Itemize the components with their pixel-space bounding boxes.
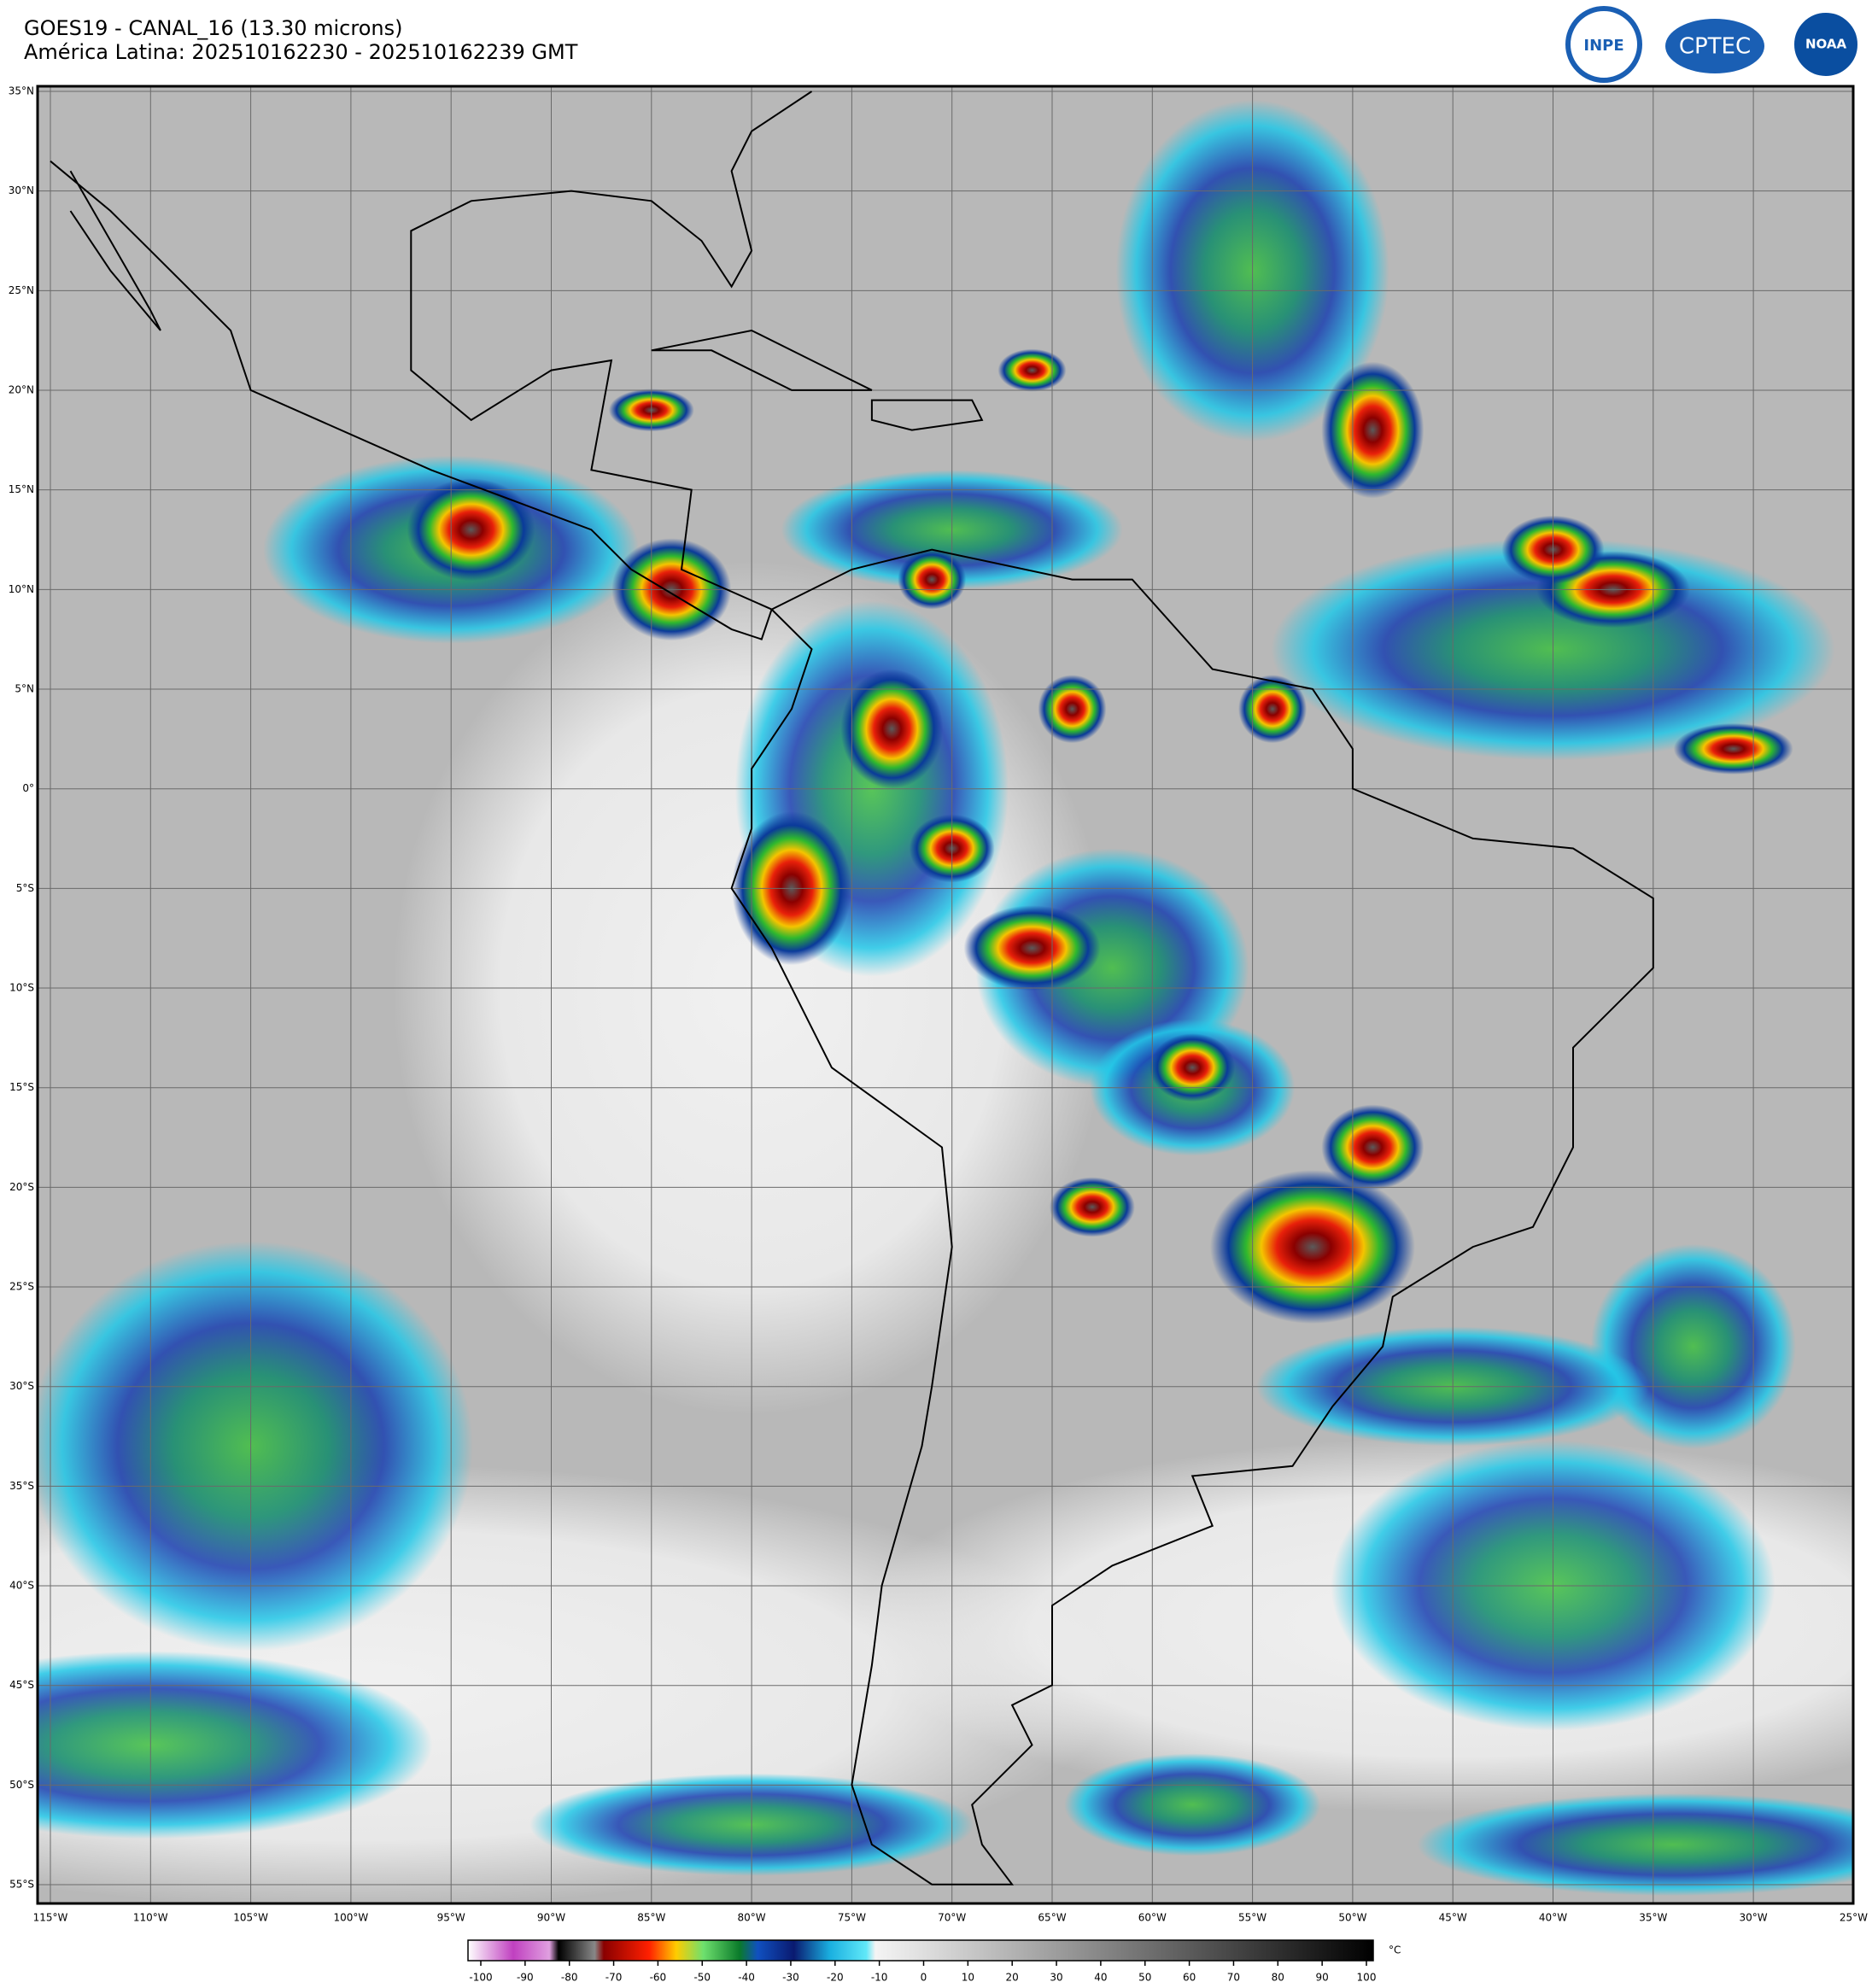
longitude-label: 105°W [233,1912,268,1924]
latitude-label: 5°N [15,683,34,695]
colorbar-tick-label: -10 [871,1972,888,1984]
colorbar-tick-label: 60 [1183,1972,1196,1984]
satellite-map [38,86,1853,1903]
latitude-label: 50°S [9,1779,34,1791]
colorbar: °C -100 -90 -80 -70 -60 -50 -40 -30 -20 -10 0 10 20 3… [467,1939,1401,1984]
colorbar-unit: °C [1389,1944,1401,1956]
longitude-label: 25°W [1840,1912,1868,1924]
colorbar-tick-label: 30 [1050,1972,1062,1984]
colorbar-tick-label: -90 [517,1972,534,1984]
baja-coast [69,170,161,331]
colorbar-tick-label: 80 [1272,1972,1284,1984]
convective-storm [1209,1170,1415,1324]
longitude-label: 75°W [838,1912,866,1924]
latitude-label: 10°S [9,982,34,994]
longitude-label: 100°W [334,1912,369,1924]
convective-storm [1321,1104,1424,1190]
latitude-label: 30°S [9,1380,34,1392]
latitude-label: 20°S [9,1181,34,1193]
noaa-text: NOAA [1805,37,1847,52]
cloud-system [1417,1793,1853,1897]
cptec-logo [1665,19,1764,73]
colorbar-tick-label: -60 [650,1972,667,1984]
map-frame [36,85,1855,1905]
convective-storm [1673,722,1793,775]
longitude-label: 70°W [938,1912,966,1924]
colorbar-tick-label: -100 [469,1972,492,1984]
cloud-system [1590,1243,1796,1449]
inpe-logo [1565,6,1642,83]
colorbar-tick-label: 90 [1316,1972,1329,1984]
latitude-label: 25°N [9,284,34,296]
longitude-label: 45°W [1439,1912,1467,1924]
colorbar-tick-label: -20 [827,1972,844,1984]
convective-storm [407,478,535,582]
longitude-label: 55°W [1238,1912,1267,1924]
longitude-label: 115°W [33,1912,68,1924]
colorbar-tick-label: 100 [1357,1972,1377,1984]
colorbar-tick-label: -30 [782,1972,799,1984]
colorbar-tick-label: 40 [1094,1972,1107,1984]
colorbar-tick-label: 70 [1227,1972,1240,1984]
south-america-coast [730,548,1654,1886]
longitude-label: 110°W [133,1912,168,1924]
colorbar-tick-label: -40 [738,1972,755,1984]
latitude-label: 10°N [9,583,34,595]
cloud-system [38,1651,433,1839]
noaa-logo [1789,8,1863,81]
colorbar-scale [467,1939,1374,1962]
hispaniola-coast [870,399,984,431]
colorbar-tick-label: 0 [921,1972,927,1984]
colorbar-tick-label: -50 [693,1972,711,1984]
cuba-coast [651,329,873,391]
convective-storm [1049,1177,1135,1237]
convective-storm [997,348,1067,392]
colorbar-tick-label: 50 [1138,1972,1151,1984]
longitude-label: 85°W [637,1912,665,1924]
latitude-label: 30°N [9,184,34,196]
latitude-label: 0° [22,782,34,794]
longitude-label: 90°W [537,1912,565,1924]
latitude-label: 15°N [9,483,34,495]
longitude-label: 65°W [1038,1912,1066,1924]
convective-storm [898,549,967,610]
title-line2: América Latina: 202510162230 - 202510162… [24,40,578,64]
longitude-label: 60°W [1138,1912,1167,1924]
longitude-label: 50°W [1338,1912,1366,1924]
title-line1: GOES19 - CANAL_16 (13.30 microns) [24,16,402,40]
colorbar-tick-label: -80 [561,1972,578,1984]
latitude-label: 35°S [9,1480,34,1492]
longitude-label: 35°W [1639,1912,1667,1924]
longitude-label: 40°W [1539,1912,1567,1924]
latitude-label: 15°S [9,1081,34,1093]
axis-labels: 35°N 30°N 25°N 20°N 15°N 10°N 5°N 0° 5°S 10°S 15°S… [9,85,1868,1924]
convective-storm [963,905,1101,991]
latitude-label: 55°S [9,1879,34,1891]
inpe-text: INPE [1583,37,1623,55]
cloud-system [1064,1753,1321,1856]
logos: INPE CPTEC NOAA [1565,6,1863,83]
longitude-label: 95°W [437,1912,465,1924]
north-america-coast [50,91,813,640]
longitude-label: 80°W [738,1912,766,1924]
latitude-label: 5°S [16,882,34,894]
convective-storm [840,669,944,789]
longitude-label: 30°W [1740,1912,1768,1924]
latitude-label: 40°S [9,1580,34,1592]
colorbar-tick-label: 10 [962,1972,974,1984]
convective-storm [1038,675,1107,744]
colorbar-tick-label: -70 [605,1972,623,1984]
convective-storm [1150,1033,1236,1102]
latitude-label: 45°S [9,1679,34,1691]
latitude-label: 20°N [9,384,34,396]
cloud-system [38,1241,473,1652]
convective-storm [1321,361,1424,499]
colorbar-tick-label: 20 [1006,1972,1019,1984]
cptec-text: CPTEC [1679,34,1751,60]
latitude-label: 35°N [9,85,34,97]
convective-storm [1238,675,1307,744]
latitude-label: 25°S [9,1281,34,1293]
